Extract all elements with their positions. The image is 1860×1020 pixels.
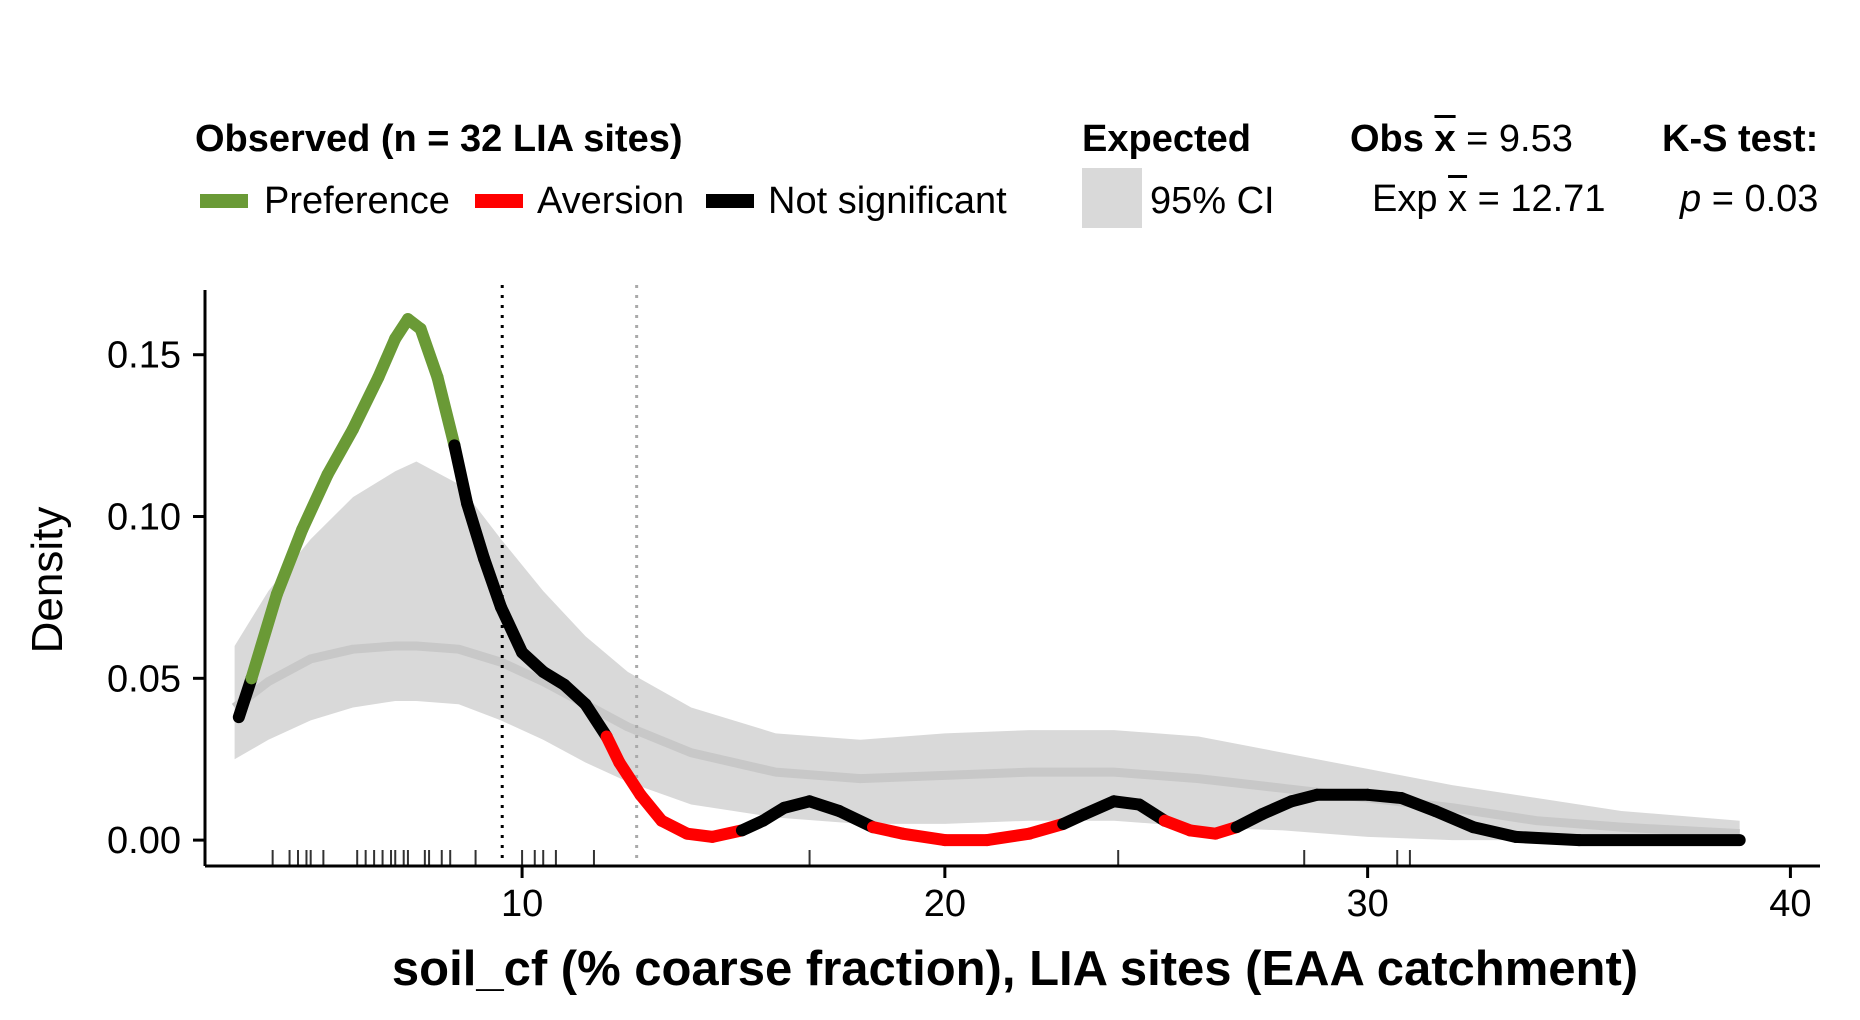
observed-segment-not-significant — [1509, 830, 1586, 847]
observed-segment-aversion — [981, 827, 1036, 847]
legend-expected-title: Expected — [1082, 118, 1251, 160]
observed-segment-not-significant — [448, 439, 474, 510]
observed-segment-preference — [270, 523, 309, 601]
x-tick-label: 40 — [1769, 883, 1811, 925]
legend-swatch-not-significant — [706, 194, 754, 208]
x-tick-label: 10 — [501, 883, 543, 925]
observed-segment-preference — [372, 332, 402, 384]
expected-mean-prefix: Exp — [1372, 178, 1438, 220]
legend-swatch-aversion — [475, 194, 523, 208]
mean-lines-layer — [500, 285, 639, 866]
observed-segment-not-significant — [579, 698, 613, 743]
x-tick-label: 20 — [924, 883, 966, 925]
observed-segment-not-significant — [232, 672, 258, 724]
y-tick-label: 0.00 — [107, 820, 181, 862]
legend-label-ci: 95% CI — [1150, 180, 1275, 222]
y-tick-label: 0.05 — [107, 658, 181, 700]
legend-swatch-ci — [1082, 168, 1142, 228]
observed-segment-not-significant — [833, 804, 879, 834]
legend-label-preference: Preference — [264, 180, 450, 222]
ks-test-title: K-S test: — [1662, 118, 1819, 160]
observed-mean-prefix: Obs — [1350, 118, 1424, 160]
expected-ci-layer — [231, 461, 1740, 841]
x-axis-label: soil_cf (% coarse fraction), LIA sites (… — [392, 942, 1638, 996]
observed-mean-stat: Obs x = 9.53 — [1350, 117, 1573, 161]
x-tick-label: 30 — [1346, 883, 1388, 925]
observed-segment-not-significant — [478, 552, 507, 614]
observed-segment-preference — [321, 423, 359, 481]
legend-label-aversion: Aversion — [537, 180, 685, 222]
axes-layer: 10 20 30 40 0.00 0.05 0.10 0.15 — [107, 290, 1820, 925]
observed-mean-value: = 9.53 — [1455, 118, 1573, 160]
legend-swatch-preference — [200, 194, 248, 208]
ks-test-p: p = 0.03 — [1680, 177, 1818, 221]
observed-segment-aversion — [613, 756, 647, 801]
legend-label-not-significant: Not significant — [768, 180, 1007, 222]
rug-layer — [271, 850, 1411, 866]
legend-observed-title: Observed (n = 32 LIA sites) — [195, 118, 683, 160]
observed-segment-preference — [245, 588, 283, 685]
observed-segment-not-significant — [1429, 804, 1480, 834]
observed-segment-preference — [296, 468, 334, 536]
ks-p-value: = 0.03 — [1701, 178, 1819, 220]
observed-density-layer — [232, 313, 1746, 847]
y-tick-label: 0.10 — [107, 497, 181, 539]
observed-segment-not-significant — [494, 601, 529, 659]
observed-mean-symbol: x — [1434, 118, 1456, 160]
expected-mean-value: = 12.71 — [1467, 178, 1606, 220]
expected-mean-stat: Exp x = 12.71 — [1372, 177, 1605, 221]
ks-p-symbol: p — [1680, 178, 1702, 220]
observed-segment-preference — [346, 371, 385, 436]
observed-segment-preference — [431, 371, 461, 452]
observed-segment-not-significant — [1467, 821, 1522, 843]
observed-segment-aversion — [896, 827, 951, 847]
expected-mean-symbol: x — [1448, 178, 1468, 220]
observed-segment-preference — [414, 322, 444, 384]
observed-segment-not-significant — [1395, 792, 1442, 817]
y-tick-label: 0.15 — [107, 335, 181, 377]
observed-segment-not-significant — [461, 497, 491, 565]
y-axis-label: Density — [23, 507, 72, 654]
